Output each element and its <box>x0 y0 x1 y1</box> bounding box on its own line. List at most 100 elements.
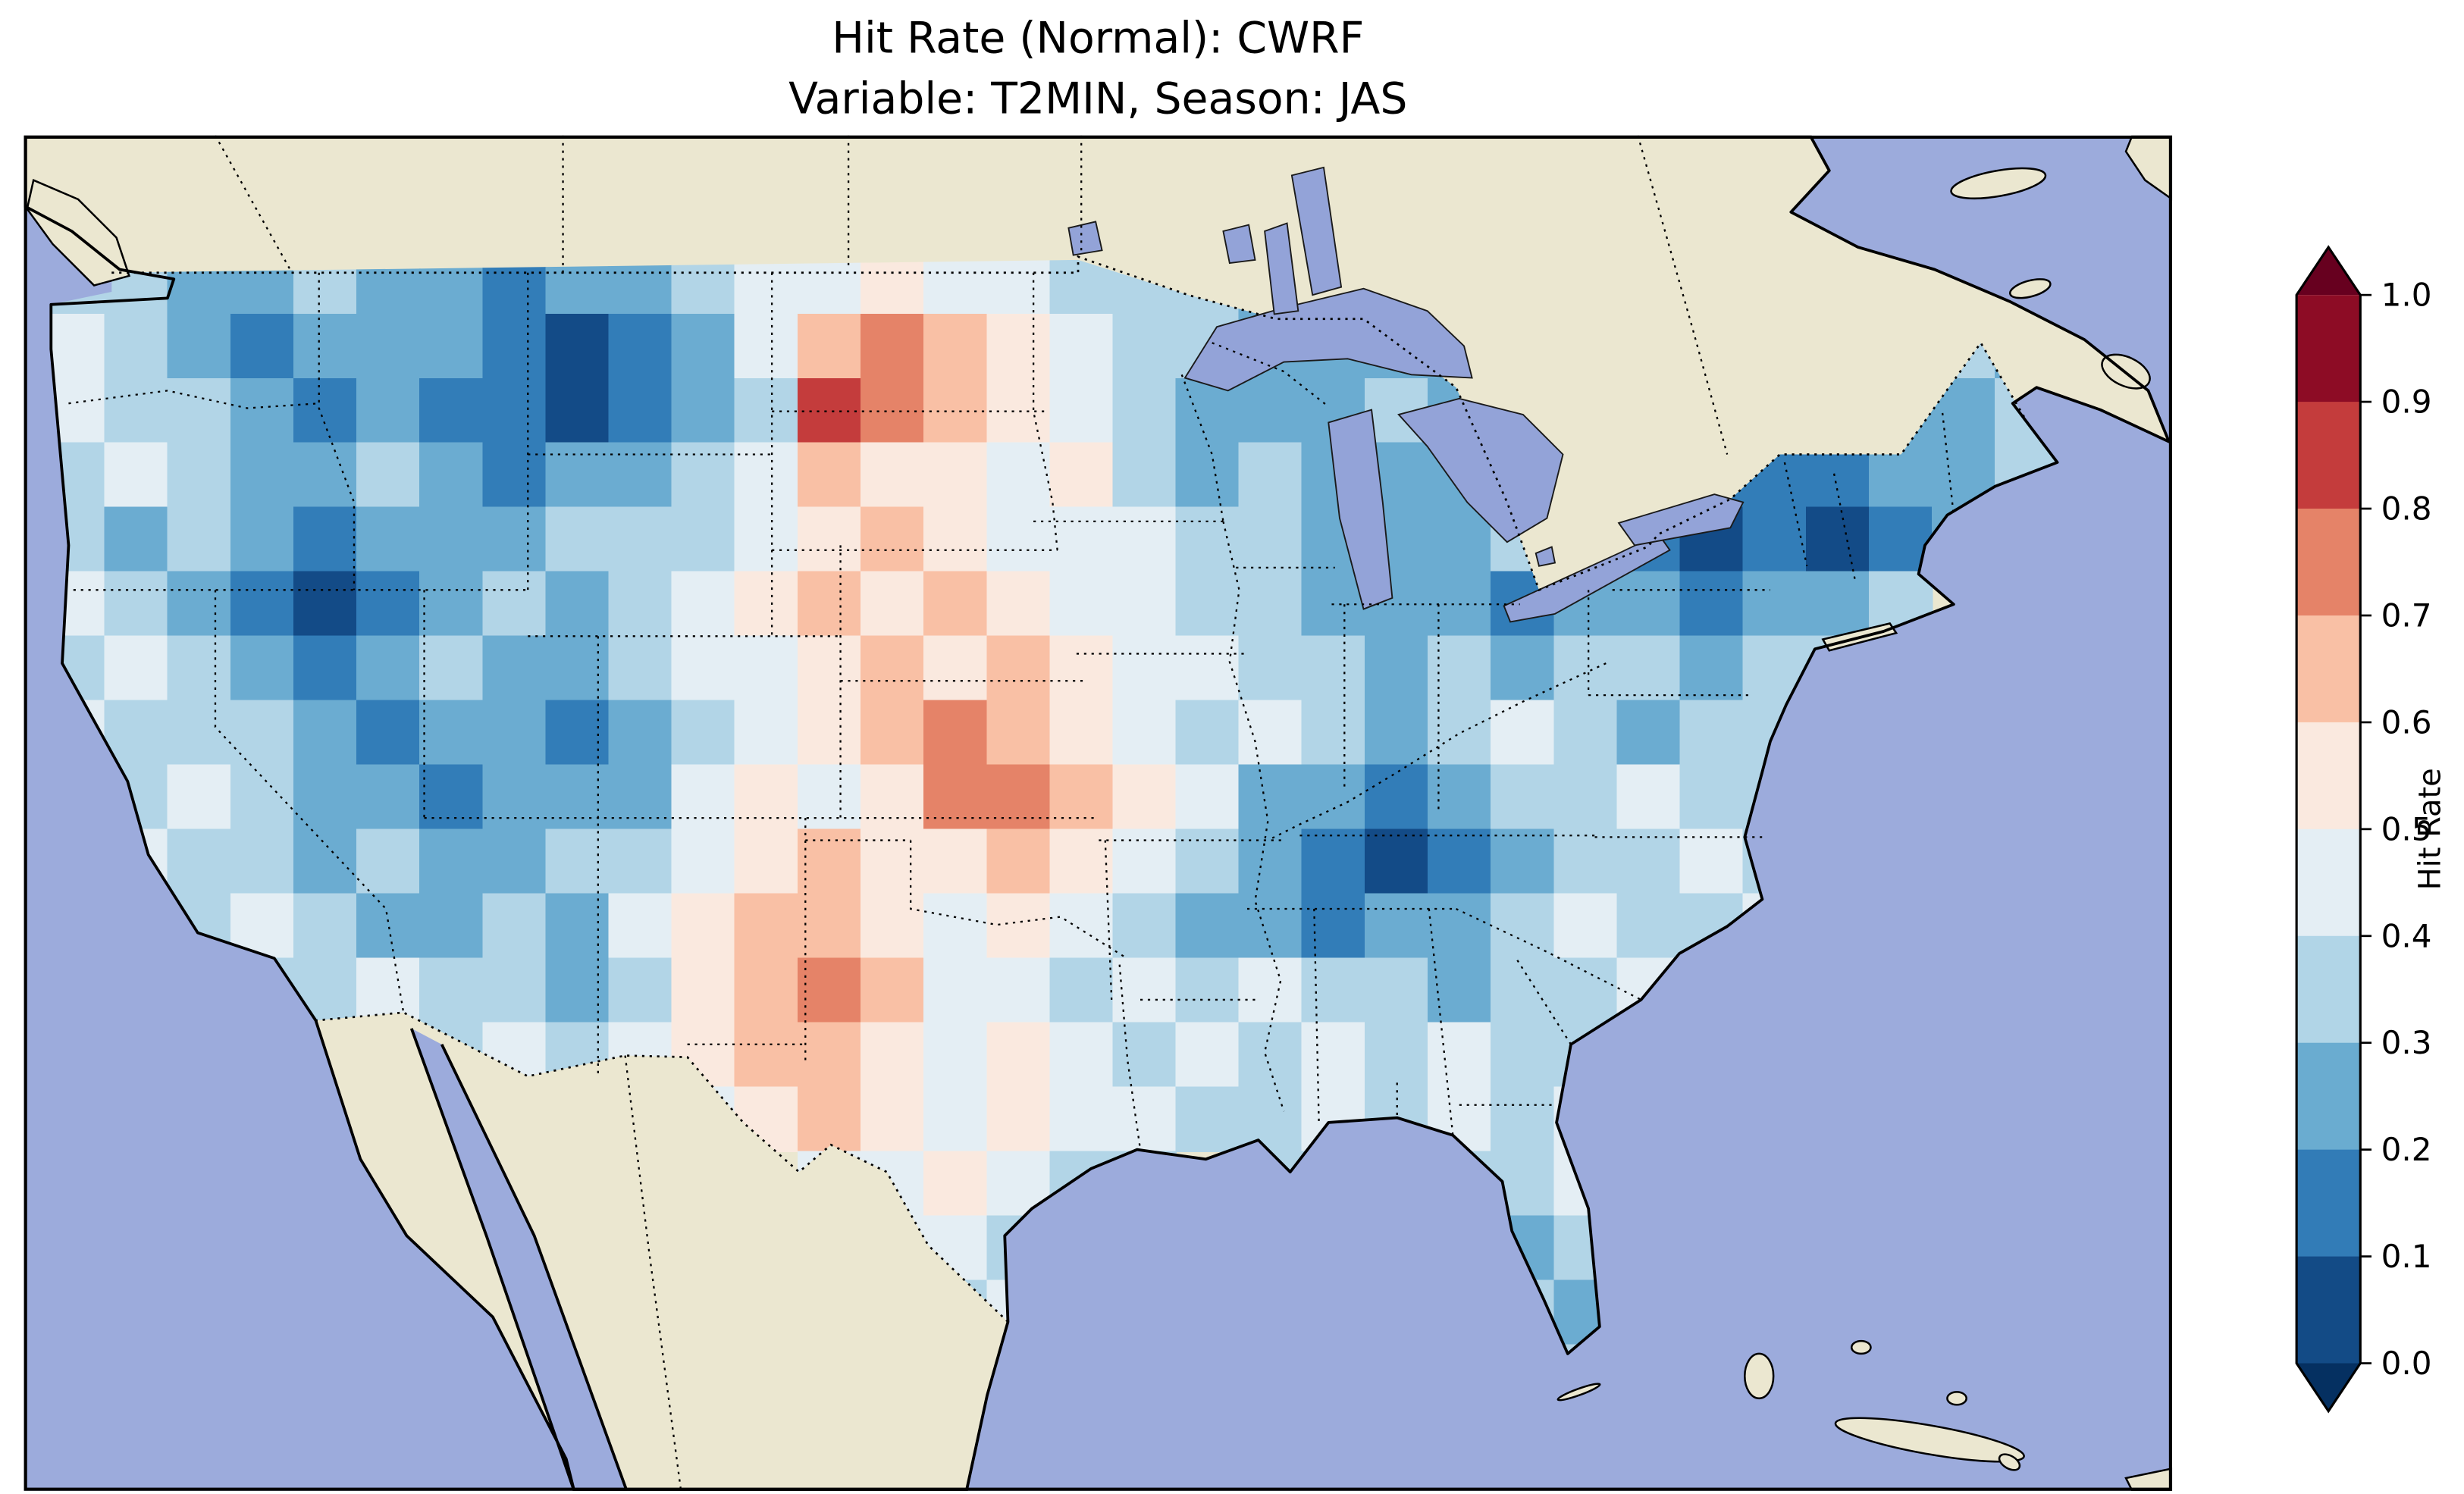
heatmap-cell <box>1112 1087 1176 1152</box>
heatmap-cell <box>735 765 798 830</box>
heatmap-cell <box>1239 829 1303 894</box>
heatmap-cell <box>1553 636 1617 701</box>
colorbar-band <box>2296 1043 2360 1151</box>
colorbar-bands <box>2296 247 2360 1411</box>
heatmap-cell <box>609 443 672 508</box>
heatmap-cell <box>1239 700 1303 766</box>
heatmap-cell <box>1176 572 1240 637</box>
heatmap-cell <box>230 636 294 701</box>
heatmap-cell <box>1112 507 1176 572</box>
heatmap-cell <box>609 572 672 637</box>
heatmap-cell <box>1176 829 1240 894</box>
heatmap-cell <box>105 636 168 701</box>
figure-title: Hit Rate (Normal): CWRF Variable: T2MIN,… <box>24 10 2172 131</box>
heatmap-cell <box>482 314 546 379</box>
andros-island <box>1745 1354 1773 1398</box>
colorbar-band <box>2296 295 2360 402</box>
heatmap-cell <box>482 507 546 572</box>
heatmap-cell <box>986 958 1050 1023</box>
heatmap-cell <box>1743 572 1807 637</box>
heatmap-cell <box>293 314 357 379</box>
heatmap-cell <box>672 700 735 766</box>
heatmap-cell <box>735 443 798 508</box>
heatmap-cell <box>798 700 861 766</box>
colorbar-tick-label: 0.2 <box>2381 1131 2432 1168</box>
heatmap-cell <box>861 765 924 830</box>
heatmap-cell <box>105 443 168 508</box>
heatmap-cell <box>1428 636 1491 701</box>
heatmap-cell <box>419 378 483 443</box>
heatmap-cell <box>168 700 231 766</box>
heatmap-cell <box>923 572 987 637</box>
heatmap-cell <box>1049 443 1113 508</box>
heatmap-cell <box>482 636 546 701</box>
heatmap-cell <box>1365 894 1428 959</box>
heatmap-cell <box>1553 700 1617 766</box>
heatmap-cell <box>482 765 546 830</box>
heatmap-cell <box>230 378 294 443</box>
heatmap-cell <box>1679 700 1743 766</box>
lake-of-the-woods <box>1068 221 1102 255</box>
heatmap-cell <box>1491 765 1554 830</box>
colorbar-extend-min <box>2296 1364 2360 1411</box>
title-line-2: Variable: T2MIN, Season: JAS <box>24 70 2172 131</box>
heatmap-cell <box>986 507 1050 572</box>
bahama-island-1 <box>1851 1341 1870 1354</box>
heatmap-cell <box>1491 636 1554 701</box>
heatmap-cell <box>482 958 546 1023</box>
heatmap-cell <box>1239 1023 1303 1088</box>
heatmap-cell <box>168 314 231 379</box>
heatmap-cell <box>1616 829 1680 894</box>
title-line-1: Hit Rate (Normal): CWRF <box>24 10 2172 70</box>
heatmap-cell <box>419 636 483 701</box>
heatmap-cell <box>986 378 1050 443</box>
heatmap-cell <box>293 507 357 572</box>
heatmap-cell <box>923 700 987 766</box>
heatmap-cell <box>1365 1023 1428 1088</box>
heatmap-cell <box>1553 765 1617 830</box>
colorbar-band <box>2296 402 2360 509</box>
heatmap-cell <box>1239 636 1303 701</box>
figure: Hit Rate (Normal): CWRF Variable: T2MIN,… <box>0 0 2464 1494</box>
heatmap-cell <box>1112 765 1176 830</box>
colorbar-tick-label: 0.9 <box>2381 384 2432 421</box>
heatmap-cell <box>672 314 735 379</box>
heatmap-cell <box>105 572 168 637</box>
heatmap-cell <box>923 636 987 701</box>
heatmap-cell <box>356 829 420 894</box>
heatmap-cell <box>986 1087 1050 1152</box>
heatmap-cell <box>482 894 546 959</box>
heatmap-cell <box>923 1151 987 1217</box>
heatmap-cell <box>861 958 924 1023</box>
heatmap-cell <box>356 700 420 766</box>
heatmap-cell <box>482 572 546 637</box>
heatmap-cell <box>672 378 735 443</box>
heatmap-cell <box>105 507 168 572</box>
heatmap-cell <box>1176 700 1240 766</box>
heatmap-cell <box>923 765 987 830</box>
heatmap-cell <box>923 1023 987 1088</box>
heatmap-cell <box>545 829 609 894</box>
heatmap-cell <box>798 314 861 379</box>
heatmap-cell <box>861 700 924 766</box>
heatmap-cell <box>293 378 357 443</box>
heatmap-cell <box>923 958 987 1023</box>
heatmap-cell <box>986 636 1050 701</box>
heatmap-cell <box>356 443 420 508</box>
heatmap-cell <box>798 636 861 701</box>
heatmap-cell <box>1112 958 1176 1023</box>
heatmap-cell <box>1112 829 1176 894</box>
heatmap-cell <box>672 958 735 1023</box>
heatmap-cell <box>1428 1023 1491 1088</box>
heatmap-cell <box>1616 700 1680 766</box>
heatmap-cell <box>1302 765 1365 830</box>
heatmap-cell <box>1491 700 1554 766</box>
colorbar-tick-label: 0.7 <box>2381 597 2432 634</box>
heatmap-cell <box>1112 572 1176 637</box>
heatmap-cell <box>1428 765 1491 830</box>
heatmap-cell <box>986 829 1050 894</box>
heatmap-cell <box>356 894 420 959</box>
heatmap-cell <box>798 765 861 830</box>
heatmap-cell <box>419 443 483 508</box>
heatmap-cell <box>230 829 294 894</box>
